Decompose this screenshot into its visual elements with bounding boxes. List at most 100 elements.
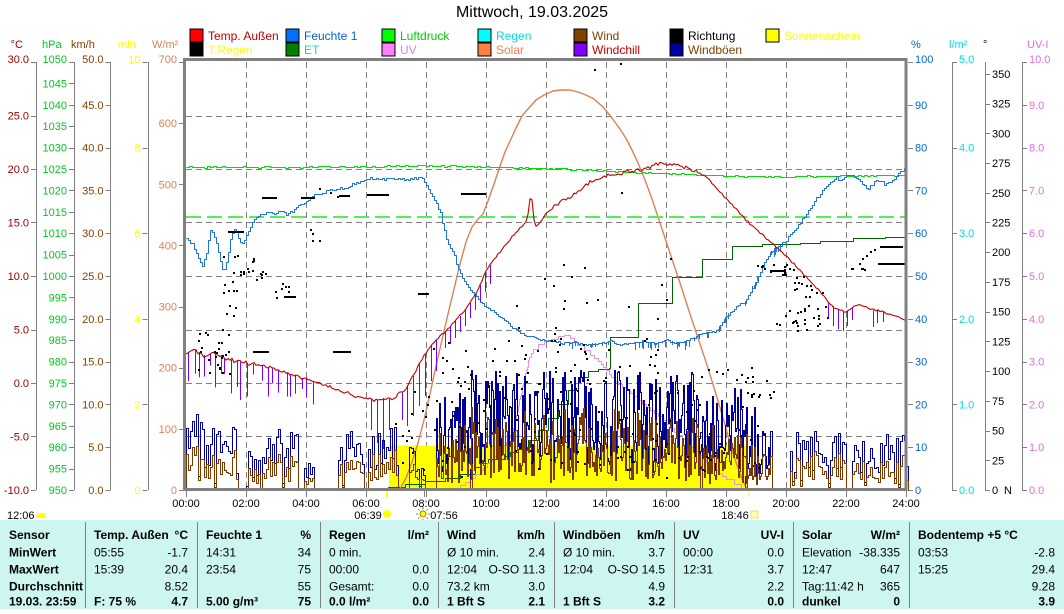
svg-text:5.0: 5.0 (1029, 271, 1044, 283)
svg-text:UV-I: UV-I (761, 528, 784, 542)
svg-text:22:00: 22:00 (832, 498, 860, 510)
svg-text:1050: 1050 (43, 54, 67, 66)
svg-text:3.7: 3.7 (767, 563, 784, 577)
svg-text:3.9: 3.9 (1038, 595, 1055, 609)
svg-text:ET: ET (304, 43, 320, 57)
svg-text:20.0: 20.0 (8, 164, 29, 176)
svg-text:200: 200 (992, 247, 1010, 259)
svg-text:Sensor: Sensor (9, 528, 50, 542)
svg-text:700: 700 (159, 54, 177, 66)
svg-text:Gesamt:: Gesamt: (329, 580, 374, 594)
svg-text:1.0: 1.0 (959, 399, 974, 411)
svg-text:-38.335: -38.335 (859, 546, 900, 560)
svg-text:75: 75 (992, 396, 1004, 408)
svg-text:07:56: 07:56 (430, 510, 458, 522)
svg-text:Wind: Wind (592, 29, 619, 43)
svg-text:300: 300 (159, 302, 177, 314)
svg-text:0.0: 0.0 (412, 563, 429, 577)
svg-text:9.28: 9.28 (1032, 580, 1056, 594)
svg-text:Windböen: Windböen (563, 528, 621, 542)
svg-text:3.2: 3.2 (648, 595, 665, 609)
svg-text:10:00: 10:00 (472, 498, 500, 510)
svg-text:34: 34 (298, 546, 312, 560)
svg-text:14:31: 14:31 (206, 546, 236, 560)
svg-text:Temp. Außen: Temp. Außen (94, 528, 169, 542)
svg-text:Windböen: Windböen (688, 43, 742, 57)
svg-text:min: min (118, 39, 136, 51)
svg-text:19.03. 23:59: 19.03. 23:59 (9, 595, 77, 609)
svg-text:03:53: 03:53 (918, 546, 948, 560)
svg-text:0.0: 0.0 (88, 485, 103, 497)
svg-text:0.0: 0.0 (767, 595, 784, 609)
svg-text:Wind: Wind (447, 528, 476, 542)
svg-text:10.0: 10.0 (1029, 54, 1050, 66)
svg-text:dunkel: dunkel (802, 595, 841, 609)
svg-text:4.0: 4.0 (959, 143, 974, 155)
svg-text:225: 225 (992, 218, 1010, 230)
svg-text:Mittwoch, 19.03.2025: Mittwoch, 19.03.2025 (456, 4, 608, 21)
svg-text:35.0: 35.0 (82, 185, 103, 197)
svg-text:-5.0: -5.0 (10, 432, 29, 444)
svg-text:24:00: 24:00 (892, 498, 920, 510)
svg-text:75: 75 (298, 563, 312, 577)
svg-text:960: 960 (49, 442, 67, 454)
svg-text:T.Regen: T.Regen (208, 43, 253, 57)
svg-text:30.0: 30.0 (82, 228, 103, 240)
svg-text:5.0: 5.0 (959, 54, 974, 66)
svg-text:6.0: 6.0 (1029, 228, 1044, 240)
svg-text:0.0 l/m²: 0.0 l/m² (329, 595, 370, 609)
svg-text:20: 20 (915, 399, 927, 411)
svg-text:MinWert: MinWert (9, 546, 56, 560)
svg-text:0: 0 (893, 595, 900, 609)
svg-text:0.0: 0.0 (14, 378, 29, 390)
svg-text:-10.0: -10.0 (4, 485, 29, 497)
svg-text:Ø 10 min.: Ø 10 min. (447, 546, 499, 560)
svg-text:23:54: 23:54 (206, 563, 236, 577)
svg-text:25.0: 25.0 (82, 271, 103, 283)
svg-text:°: ° (983, 39, 987, 51)
svg-text:Solar: Solar (496, 43, 524, 57)
svg-text:275: 275 (992, 158, 1010, 170)
svg-text:1.0: 1.0 (1029, 442, 1044, 454)
svg-text:10.0: 10.0 (8, 271, 29, 283)
svg-text:0.0: 0.0 (1029, 485, 1044, 497)
svg-text:3.7: 3.7 (648, 546, 665, 560)
svg-text:Windchill: Windchill (592, 43, 640, 57)
svg-text:18:46: 18:46 (721, 510, 749, 522)
svg-text:km/h: km/h (71, 39, 95, 51)
svg-text:15.0: 15.0 (82, 357, 103, 369)
svg-text:Tag:11:42 h: Tag:11:42 h (802, 580, 864, 594)
svg-text:5.0: 5.0 (14, 325, 29, 337)
svg-text:150: 150 (992, 307, 1010, 319)
svg-text:Feuchte 1: Feuchte 1 (304, 29, 358, 43)
svg-text:1020: 1020 (43, 185, 67, 197)
svg-text:4.9: 4.9 (648, 580, 665, 594)
svg-text:1 Bft S: 1 Bft S (447, 595, 485, 609)
svg-text:Solar: Solar (802, 528, 832, 542)
svg-text:15:25: 15:25 (918, 563, 948, 577)
svg-text:2: 2 (134, 399, 140, 411)
svg-text:1035: 1035 (43, 121, 67, 133)
svg-text:MaxWert: MaxWert (9, 563, 59, 577)
svg-text:W/m²: W/m² (152, 39, 179, 51)
svg-text:0 min.: 0 min. (329, 546, 362, 560)
svg-text:45.0: 45.0 (82, 100, 103, 112)
svg-text:20:00: 20:00 (772, 498, 800, 510)
svg-text:O-SO 14.5: O-SO 14.5 (608, 563, 666, 577)
svg-text:2.4: 2.4 (528, 546, 545, 560)
svg-text:06:39: 06:39 (354, 510, 382, 522)
svg-text:400: 400 (159, 240, 177, 252)
svg-text:70: 70 (915, 185, 927, 197)
svg-text:2.0: 2.0 (1029, 399, 1044, 411)
svg-text:1015: 1015 (43, 207, 67, 219)
svg-text:00:00: 00:00 (683, 546, 713, 560)
svg-text:Regen: Regen (329, 528, 366, 542)
svg-text:l/m²: l/m² (408, 528, 429, 542)
svg-text:Bodentemp +5 °C: Bodentemp +5 °C (918, 528, 1018, 542)
svg-text:0: 0 (171, 485, 177, 497)
svg-text:Temp. Außen: Temp. Außen (208, 29, 279, 43)
svg-text:12:04: 12:04 (447, 563, 477, 577)
svg-text:25: 25 (992, 455, 1004, 467)
svg-text:9.0: 9.0 (1029, 100, 1044, 112)
svg-text:8.52: 8.52 (165, 580, 189, 594)
